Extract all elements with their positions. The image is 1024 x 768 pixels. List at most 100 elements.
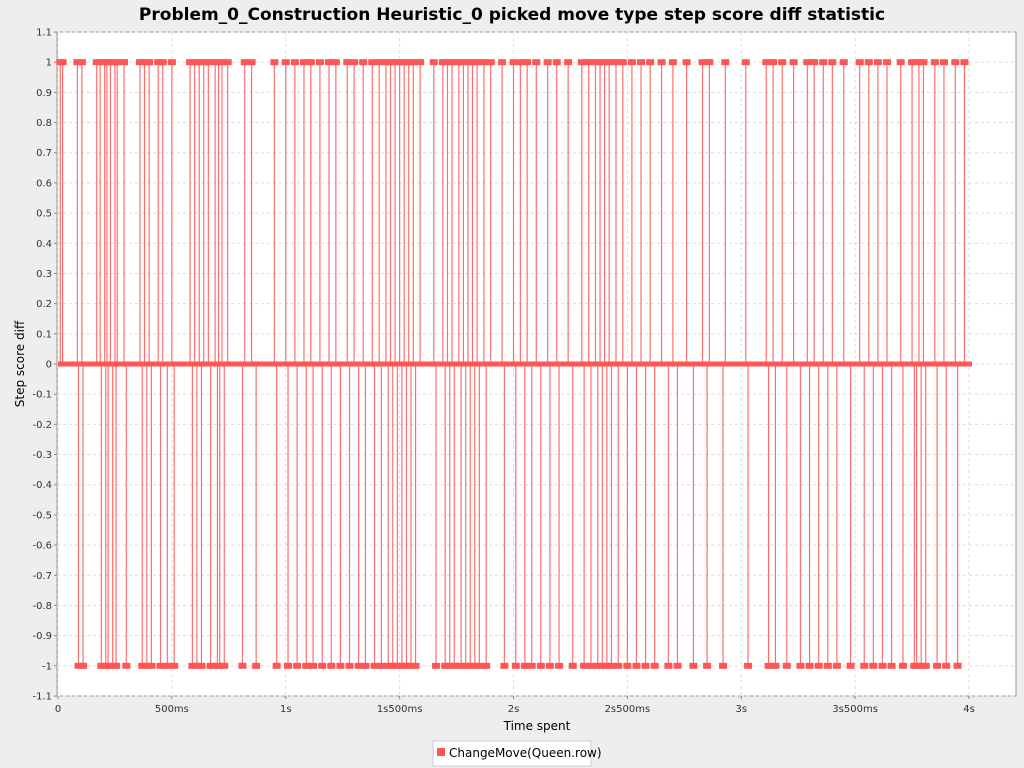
- y-tick-label: -0.9: [32, 631, 52, 642]
- y-tick-label: 0.2: [36, 299, 52, 310]
- positive-spike-point: [306, 59, 315, 66]
- negative-spike-point: [846, 662, 855, 669]
- positive-spike-point: [611, 59, 620, 66]
- negative-spike-point: [912, 662, 921, 669]
- positive-spike-point: [113, 59, 122, 66]
- negative-spike-point: [302, 662, 311, 669]
- negative-spike-point: [147, 662, 156, 669]
- positive-spike-point: [454, 59, 463, 66]
- negative-spike-point: [623, 662, 632, 669]
- positive-spike-point: [468, 59, 477, 66]
- positive-spike-point: [762, 59, 771, 66]
- y-tick-label: 0: [46, 360, 52, 371]
- positive-spike-point: [395, 59, 404, 66]
- positive-spike-point: [167, 59, 176, 66]
- negative-spike-point: [163, 662, 172, 669]
- positive-spike-point: [404, 59, 413, 66]
- positive-spike-point: [960, 59, 969, 66]
- positive-spike-point: [120, 59, 129, 66]
- negative-spike-point: [607, 662, 616, 669]
- negative-spike-point: [614, 662, 623, 669]
- positive-spike-point: [584, 59, 593, 66]
- positive-spike-point: [951, 59, 960, 66]
- positive-spike-point: [682, 59, 691, 66]
- positive-spike-point: [438, 59, 447, 66]
- y-axis-ticks: 1.1 1 0.9 0.8 0.7 0.6 0.5 0.4 0.3 0.2 0.1 0 -0.1 -0.2…: [32, 28, 57, 703]
- y-tick-label: -0.2: [32, 420, 52, 431]
- positive-spike-point: [873, 59, 882, 66]
- negative-spike-point: [832, 662, 841, 669]
- positive-spike-point: [532, 59, 541, 66]
- negative-spike-point: [650, 662, 659, 669]
- positive-spike-point: [409, 59, 418, 66]
- legend-swatch: [437, 748, 445, 756]
- positive-spike-point: [381, 59, 390, 66]
- x-tick-label: 4s: [963, 704, 975, 715]
- negative-spike-point: [122, 662, 131, 669]
- negative-spike-point: [898, 662, 907, 669]
- positive-spike-point: [596, 59, 605, 66]
- negative-spike-point: [586, 662, 595, 669]
- negative-spike-point: [764, 662, 773, 669]
- y-tick-label: 0.5: [36, 209, 52, 220]
- y-tick-label: -1.1: [32, 692, 52, 703]
- y-tick-label: 0.4: [36, 239, 52, 250]
- negative-spike-point: [823, 662, 832, 669]
- positive-spike-point: [828, 59, 837, 66]
- negative-spike-point: [593, 662, 602, 669]
- negative-spike-point: [284, 662, 293, 669]
- negative-spike-point: [252, 662, 261, 669]
- positive-spike-point: [145, 59, 154, 66]
- positive-spike-point: [637, 59, 646, 66]
- negative-spike-point: [673, 662, 682, 669]
- positive-spike-point: [331, 59, 340, 66]
- negative-spike-point: [215, 662, 224, 669]
- negative-spike-point: [142, 662, 151, 669]
- negative-spike-point: [318, 662, 327, 669]
- y-tick-label: 0.8: [36, 118, 52, 129]
- y-tick-label: -0.6: [32, 541, 52, 552]
- positive-spike-point: [391, 59, 400, 66]
- negative-spike-point: [156, 662, 165, 669]
- y-tick-label: -0.3: [32, 450, 52, 461]
- positive-spike-point: [810, 59, 819, 66]
- x-tick-label: 2s: [508, 704, 520, 715]
- negative-spike-point: [79, 662, 88, 669]
- negative-spike-point: [466, 662, 475, 669]
- positive-spike-point: [668, 59, 677, 66]
- positive-spike-point: [158, 59, 167, 66]
- positive-spike-point: [516, 59, 525, 66]
- negative-spike-point: [450, 662, 459, 669]
- positive-spike-point: [839, 59, 848, 66]
- y-tick-label: -0.8: [32, 601, 52, 612]
- negative-spike-point: [796, 662, 805, 669]
- positive-spike-point: [778, 59, 787, 66]
- negative-spike-point: [272, 662, 281, 669]
- positive-spike-point: [106, 59, 115, 66]
- negative-spike-point: [689, 662, 698, 669]
- negative-spike-point: [942, 662, 951, 669]
- negative-spike-point: [482, 662, 491, 669]
- negative-spike-point: [527, 662, 536, 669]
- positive-spike-point: [498, 59, 507, 66]
- positive-spike-point: [368, 59, 377, 66]
- positive-spike-point: [290, 59, 299, 66]
- negative-spike-point: [805, 662, 814, 669]
- positive-spike-point: [240, 59, 249, 66]
- negative-spike-point: [580, 662, 589, 669]
- negative-spike-point: [393, 662, 402, 669]
- negative-spike-point: [170, 662, 179, 669]
- x-tick-label: 3s500ms: [832, 704, 878, 715]
- negative-spike-point: [771, 662, 780, 669]
- positive-spike-point: [325, 59, 334, 66]
- positive-spike-point: [270, 59, 279, 66]
- negative-spike-point: [500, 662, 509, 669]
- negative-spike-point: [869, 662, 878, 669]
- positive-spike-point: [204, 59, 213, 66]
- negative-spike-point: [432, 662, 441, 669]
- negative-spike-point: [602, 662, 611, 669]
- positive-spike-point: [195, 59, 204, 66]
- negative-spike-point: [411, 662, 420, 669]
